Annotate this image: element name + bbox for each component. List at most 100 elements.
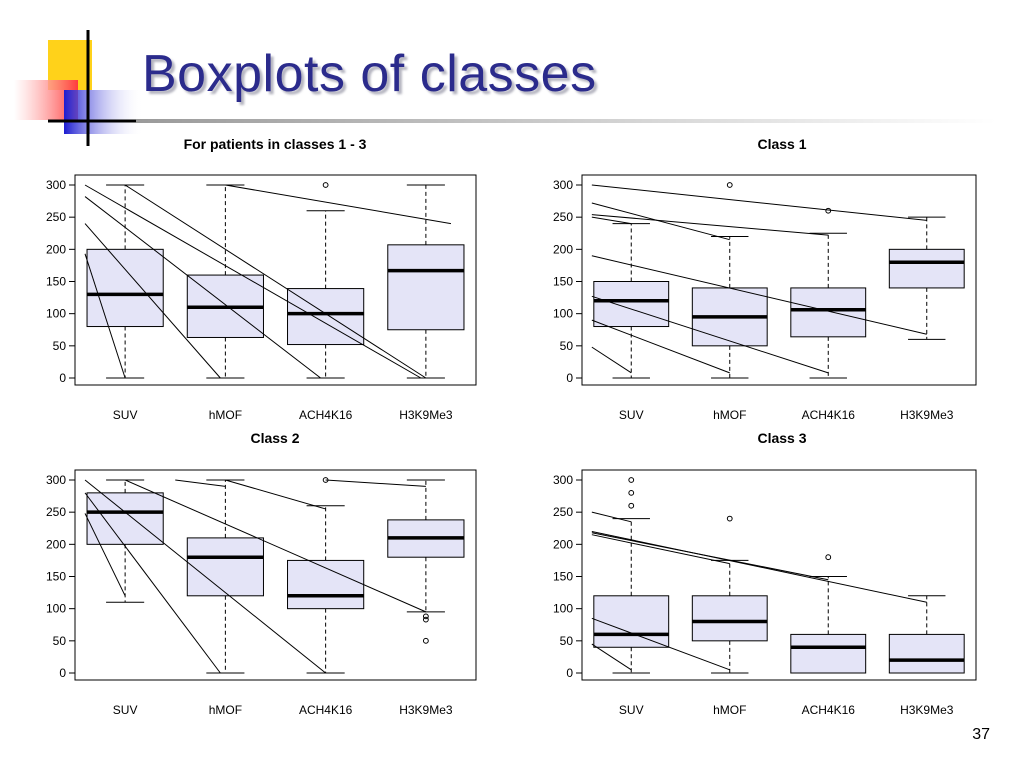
overlay-line <box>591 216 632 225</box>
overlay-line <box>225 479 326 510</box>
y-tick-label: 250 <box>46 210 66 224</box>
overlay-line <box>591 532 829 581</box>
x-tick-label: H3K9Me3 <box>399 408 453 422</box>
iqr-box <box>387 244 465 331</box>
y-tick-label: 150 <box>46 275 66 289</box>
overlay-line <box>124 479 427 613</box>
overlay-line <box>84 479 326 674</box>
y-tick-label: 300 <box>46 473 66 487</box>
overlay-line <box>591 530 927 603</box>
overlay-line <box>84 184 422 379</box>
y-tick-label: 100 <box>553 602 573 616</box>
x-tick-label: SUV <box>619 408 644 422</box>
x-tick-label: H3K9Me3 <box>399 703 453 717</box>
overlay-line <box>591 534 730 565</box>
x-tick-label: SUV <box>113 703 138 717</box>
iqr-box <box>691 595 768 642</box>
slide-logo-decoration <box>14 30 144 146</box>
boxplot-panel-4: Class 3 0 50 100 150 200 250 300 SUV hMOF ACH4K16 H… <box>553 430 977 717</box>
overlay-line <box>591 617 730 671</box>
box-h3k9me3 <box>888 216 965 340</box>
outlier-point <box>422 637 429 644</box>
iqr-box <box>790 287 867 338</box>
x-tick-label: ACH4K16 <box>299 703 353 717</box>
y-tick-label: 200 <box>553 242 573 256</box>
title-underline <box>136 119 996 123</box>
plot-frame <box>74 174 477 386</box>
overlay-lines <box>84 184 452 379</box>
overlay-line <box>175 479 226 487</box>
plot-frame <box>581 469 977 681</box>
y-tick-label: 50 <box>53 339 67 353</box>
y-tick-label: 200 <box>46 537 66 551</box>
overlay-line <box>84 253 126 379</box>
x-tick-label: ACH4K16 <box>299 408 353 422</box>
outlier-point <box>628 477 635 483</box>
y-tick-label: 0 <box>59 666 66 680</box>
y-tick-label: 100 <box>46 602 66 616</box>
box-ach4k16 <box>287 477 365 674</box>
overlay-line <box>591 255 927 335</box>
overlay-line <box>84 223 221 379</box>
page-number: 37 <box>972 726 990 743</box>
outlier-point <box>726 515 733 522</box>
overlay-line <box>84 196 321 379</box>
y-tick-label: 300 <box>553 178 573 192</box>
overlay-lines <box>591 184 927 374</box>
x-tick-label: hMOF <box>209 703 242 717</box>
box-h3k9me3 <box>387 184 465 379</box>
y-tick-label: 50 <box>560 634 574 648</box>
y-tick-label: 200 <box>553 537 573 551</box>
overlay-line <box>591 346 632 374</box>
y-tick-label: 250 <box>46 505 66 519</box>
x-tick-label: hMOF <box>713 408 746 422</box>
box-suv <box>593 477 670 674</box>
chart-title: Class 3 <box>757 430 806 446</box>
overlay-line <box>591 214 829 236</box>
box-h3k9me3 <box>387 479 465 644</box>
box-suv <box>86 184 164 379</box>
iqr-box <box>593 595 670 648</box>
x-tick-label: H3K9Me3 <box>900 703 954 717</box>
chart-title: Class 2 <box>250 430 299 446</box>
iqr-box <box>888 633 965 674</box>
box-hmof <box>691 515 768 674</box>
overlay-line <box>84 513 126 597</box>
y-tick-label: 100 <box>553 307 573 321</box>
box-ach4k16 <box>790 554 867 674</box>
y-tick-label: 100 <box>46 307 66 321</box>
box-ach4k16 <box>790 207 867 379</box>
overlay-line <box>591 295 829 374</box>
outlier-point <box>422 616 429 623</box>
chart-title: For patients in classes 1 - 3 <box>184 136 367 152</box>
boxplot-panel-1: For patients in classes 1 - 3 0 50 100 150 20… <box>46 136 477 422</box>
iqr-box <box>86 248 164 328</box>
iqr-box <box>888 248 965 289</box>
logo-blue-square <box>64 90 144 134</box>
y-tick-label: 0 <box>59 371 66 385</box>
outlier-point <box>628 502 635 509</box>
outlier-point <box>825 207 832 214</box>
x-tick-label: ACH4K16 <box>802 703 856 717</box>
boxplot-panel-3: Class 2 0 50 100 150 200 250 300 SUV hMOF ACH4K16 H… <box>46 430 477 717</box>
overlay-line <box>325 479 426 487</box>
iqr-box <box>790 633 867 674</box>
x-tick-label: hMOF <box>713 703 746 717</box>
y-tick-label: 150 <box>553 570 573 584</box>
outlier-point <box>422 613 429 620</box>
y-tick-label: 50 <box>560 339 574 353</box>
overlay-line <box>591 643 632 671</box>
overlay-line <box>84 492 221 674</box>
box-h3k9me3 <box>888 595 965 674</box>
overlay-lines <box>84 479 427 674</box>
iqr-box <box>86 492 164 545</box>
x-tick-label: H3K9Me3 <box>900 408 954 422</box>
box-hmof <box>186 479 264 674</box>
y-tick-label: 300 <box>553 473 573 487</box>
overlay-line <box>124 184 427 379</box>
overlay-line <box>591 184 927 221</box>
y-tick-label: 200 <box>46 242 66 256</box>
x-tick-label: hMOF <box>209 408 242 422</box>
slide-title: Boxplots of classes <box>142 45 597 103</box>
